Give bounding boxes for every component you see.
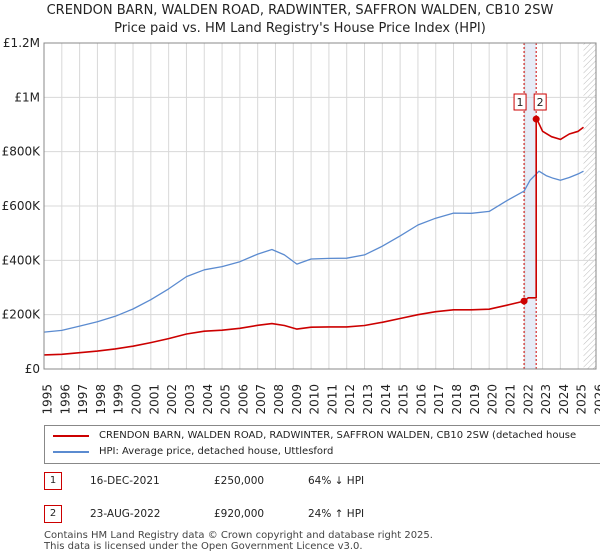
x-tick-label: 2001 xyxy=(147,384,161,415)
x-tick-label: 2008 xyxy=(272,384,286,415)
x-tick-label: 2010 xyxy=(308,384,322,415)
price-chart: £0 £200K £400K £600K £800K £1M £1.2M 1995 1996 19… xyxy=(2,36,600,415)
y-tick-label: £200K xyxy=(2,308,42,322)
annotation-label: 1 xyxy=(517,96,524,109)
x-tick-label: 2007 xyxy=(254,384,268,415)
x-tick-label: 2011 xyxy=(325,384,339,415)
plot-border xyxy=(43,42,597,370)
sale-badge: 1 xyxy=(44,472,62,490)
x-tick-label: 1996 xyxy=(58,384,72,415)
x-tick-label: 2005 xyxy=(219,384,233,415)
x-tick-label: 2025 xyxy=(575,384,589,415)
x-tick-label: 2026 xyxy=(593,384,600,415)
x-tick-label: 2018 xyxy=(450,384,464,415)
x-tick-label: 2002 xyxy=(165,384,179,415)
annotation-label: 2 xyxy=(537,96,544,109)
x-tick-label: 1999 xyxy=(112,384,126,415)
x-tick-label: 2022 xyxy=(521,384,535,415)
x-tick-label: 2006 xyxy=(236,384,250,415)
y-tick-label: £400K xyxy=(2,253,42,267)
sale-badge: 2 xyxy=(44,505,62,523)
x-tick-label: 2014 xyxy=(379,384,393,415)
footer-licence: This data is licensed under the Open Gov… xyxy=(44,541,363,552)
x-tick-label: 2000 xyxy=(130,384,144,415)
x-tick-label: 2020 xyxy=(486,384,500,415)
sale-date: 16-DEC-2021 xyxy=(90,475,160,487)
y-tick-label: £1.2M xyxy=(3,36,40,50)
legend-label-hpi: HPI: Average price, detached house, Uttl… xyxy=(99,446,334,457)
x-tick-label: 1995 xyxy=(41,384,55,415)
x-tick-label: 2013 xyxy=(361,384,375,415)
x-tick-label: 2003 xyxy=(183,384,197,415)
x-tick-label: 2015 xyxy=(397,384,411,415)
x-tick-label: 2009 xyxy=(290,384,304,415)
x-tick-label: 1997 xyxy=(76,384,90,415)
sale-point xyxy=(520,297,528,305)
x-tick-label: 2023 xyxy=(539,384,553,415)
x-tick-label: 2016 xyxy=(414,384,428,415)
sale-date: 23-AUG-2022 xyxy=(90,508,161,520)
sale-price: £920,000 xyxy=(214,508,265,520)
y-tick-label: £800K xyxy=(2,145,42,159)
x-tick-label: 2019 xyxy=(468,384,482,415)
legend-swatch-blue xyxy=(53,451,89,453)
footer-copyright: Contains HM Land Registry data © Crown c… xyxy=(44,530,433,541)
y-tick-label: £0 xyxy=(25,362,40,376)
sale-hpi: 64% ↓ HPI xyxy=(308,475,365,487)
sale-point xyxy=(532,115,540,123)
x-tick-label: 2021 xyxy=(503,384,517,415)
y-tick-label: £1M xyxy=(14,90,40,104)
sale-hpi: 24% ↑ HPI xyxy=(308,508,365,520)
x-tick-label: 2017 xyxy=(432,384,446,415)
footer: Contains HM Land Registry data © Crown c… xyxy=(44,530,433,552)
y-tick-label: £600K xyxy=(2,199,42,213)
chart-subtitle: Price paid vs. HM Land Registry's House … xyxy=(114,21,486,36)
sale-row: 1 16-DEC-2021 £250,000 64% ↓ HPI xyxy=(44,472,600,492)
annotation-box xyxy=(533,93,547,111)
x-tick-label: 2004 xyxy=(201,384,215,415)
sale-row: 2 23-AUG-2022 £920,000 24% ↑ HPI xyxy=(44,505,600,525)
legend-label-property: CRENDON BARN, WALDEN ROAD, RADWINTER, SA… xyxy=(99,430,577,441)
chart-legend: CRENDON BARN, WALDEN ROAD, RADWINTER, SA… xyxy=(44,425,600,464)
chart-title: CRENDON BARN, WALDEN ROAD, RADWINTER, SA… xyxy=(46,3,554,18)
x-tick-label: 2012 xyxy=(343,384,357,415)
annotation-box xyxy=(513,93,527,111)
sale-price: £250,000 xyxy=(214,475,265,487)
legend-swatch-red xyxy=(53,435,89,437)
x-tick-label: 1998 xyxy=(94,384,108,415)
series-line-hpi xyxy=(43,170,584,333)
x-tick-label: 2024 xyxy=(557,384,571,415)
